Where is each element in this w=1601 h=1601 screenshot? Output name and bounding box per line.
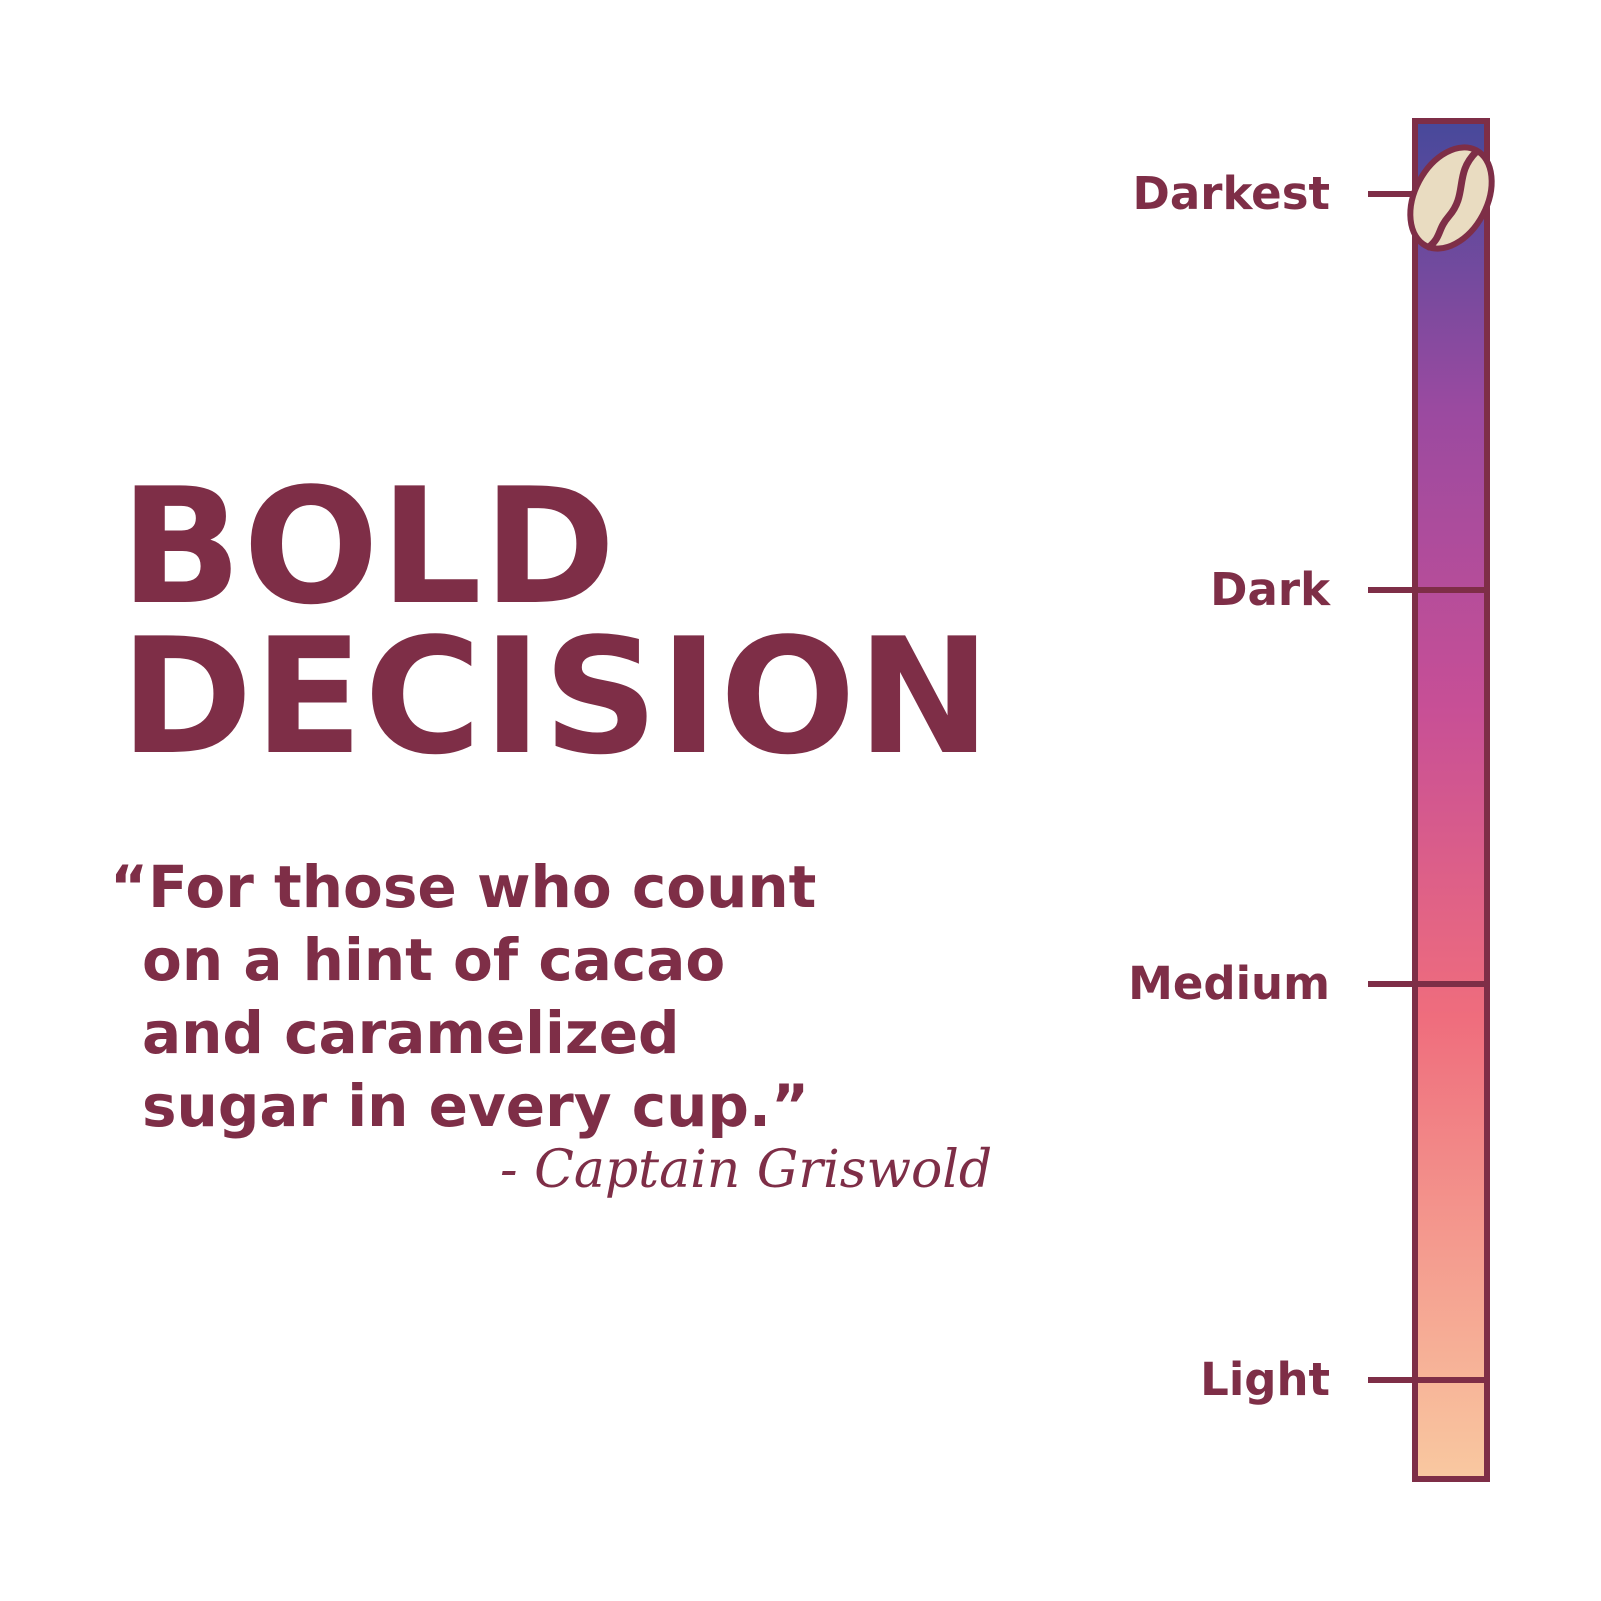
quote-line: on a hint of cacao: [142, 926, 726, 994]
scale-label-light: Light: [1200, 1353, 1330, 1406]
tick-dark: [1368, 587, 1486, 593]
scale-label-medium: Medium: [1128, 957, 1330, 1010]
quote-line: “For those who count: [110, 853, 817, 921]
quote-attribution: - Captain Griswold: [500, 1140, 993, 1200]
page-title: BOLD DECISION: [120, 453, 992, 790]
scale-label-dark: Dark: [1210, 563, 1330, 616]
coffee-bean-icon: [1407, 144, 1495, 252]
quote-text: “For those who count on a hint of cacao …: [110, 851, 816, 1143]
title-line-2: DECISION: [120, 603, 992, 790]
scale-label-darkest: Darkest: [1132, 167, 1330, 220]
title-line-1: BOLD: [120, 453, 617, 640]
roast-scale-bar: [1412, 118, 1490, 1482]
quote-line: sugar in every cup.”: [142, 1072, 810, 1140]
tick-light: [1368, 1377, 1486, 1383]
tick-medium: [1368, 981, 1486, 987]
quote-line: and caramelized: [142, 999, 680, 1067]
